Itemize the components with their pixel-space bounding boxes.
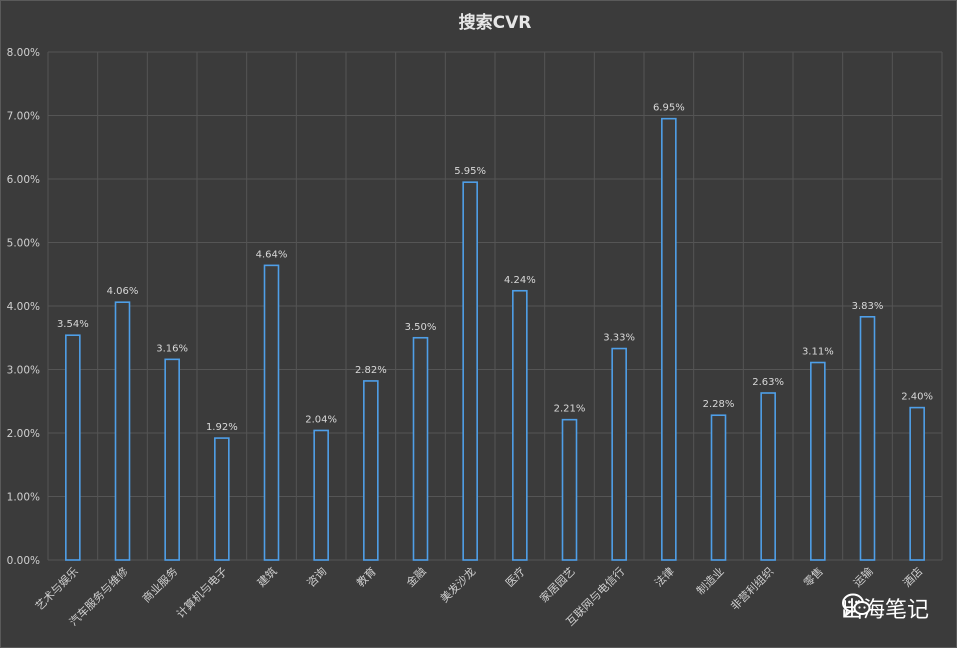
bar-value-label: 2.04% [305, 414, 337, 425]
x-tick-label: 艺术与娱乐 [32, 564, 81, 613]
bar [710, 414, 727, 561]
x-tick-label: 建筑 [254, 564, 279, 589]
bar-value-label: 2.21% [554, 404, 586, 415]
y-tick-label: 4.00% [7, 301, 40, 313]
bar [611, 347, 627, 561]
x-tick-label: 制造业 [693, 564, 726, 597]
bar [512, 289, 528, 561]
bar [859, 315, 876, 561]
bar-value-label: 2.63% [752, 377, 784, 388]
x-tick-label: 运输 [850, 564, 875, 589]
bar-value-label: 5.95% [454, 166, 486, 177]
x-tick-label: 金融 [403, 564, 428, 589]
watermark: 出海笔记 [841, 592, 929, 624]
x-tick-label: 教育 [353, 564, 378, 589]
y-tick-label: 5.00% [7, 238, 40, 250]
bar-value-label: 4.64% [256, 249, 288, 260]
bar [313, 429, 329, 561]
bar-value-label: 1.92% [206, 422, 238, 433]
bar-value-label: 3.83% [852, 301, 884, 312]
bar [760, 392, 776, 561]
x-tick-label: 零售 [800, 564, 825, 589]
bar [462, 181, 478, 561]
bar [363, 380, 379, 561]
bar-value-label: 2.82% [355, 365, 387, 376]
bar [164, 358, 180, 561]
y-tick-label: 1.00% [7, 492, 40, 504]
bar [810, 361, 826, 561]
x-tick-label: 医疗 [502, 564, 527, 589]
chart-title: 搜索CVR [459, 12, 532, 33]
x-tick-label: 商业服务 [139, 564, 180, 605]
bar-value-label: 4.06% [107, 286, 139, 297]
bar [909, 406, 925, 561]
bar [412, 336, 429, 561]
bar [65, 334, 81, 561]
y-tick-label: 8.00% [7, 47, 40, 59]
bar [114, 301, 131, 561]
bar [263, 264, 280, 561]
x-tick-label: 酒店 [900, 564, 925, 589]
bar-value-label: 2.40% [901, 392, 933, 403]
bar [214, 437, 230, 561]
bar-value-label: 3.16% [156, 343, 188, 354]
bar-value-label: 3.11% [802, 347, 834, 358]
bar-value-label: 4.24% [504, 275, 536, 286]
bar-value-label: 3.50% [405, 322, 437, 333]
bar [661, 117, 677, 561]
x-tick-label: 计算机与电子 [173, 564, 230, 621]
x-tick-label: 非营利组织 [727, 564, 776, 613]
y-tick-label: 3.00% [7, 365, 40, 377]
x-tick-label: 美发沙龙 [437, 564, 478, 605]
bar-value-label: 3.33% [603, 333, 635, 344]
bar-value-label: 2.28% [703, 399, 735, 410]
bar [561, 418, 578, 561]
bar-value-label: 3.54% [57, 319, 89, 330]
y-tick-label: 7.00% [7, 111, 40, 123]
wechat-icon [841, 593, 871, 618]
y-tick-label: 0.00% [7, 555, 40, 567]
y-tick-label: 2.00% [7, 428, 40, 440]
bar-value-label: 6.95% [653, 103, 685, 114]
x-tick-label: 家居园艺 [537, 564, 578, 605]
x-tick-label: 咨询 [304, 564, 329, 589]
x-tick-label: 法律 [651, 564, 676, 589]
y-tick-label: 6.00% [7, 174, 40, 186]
